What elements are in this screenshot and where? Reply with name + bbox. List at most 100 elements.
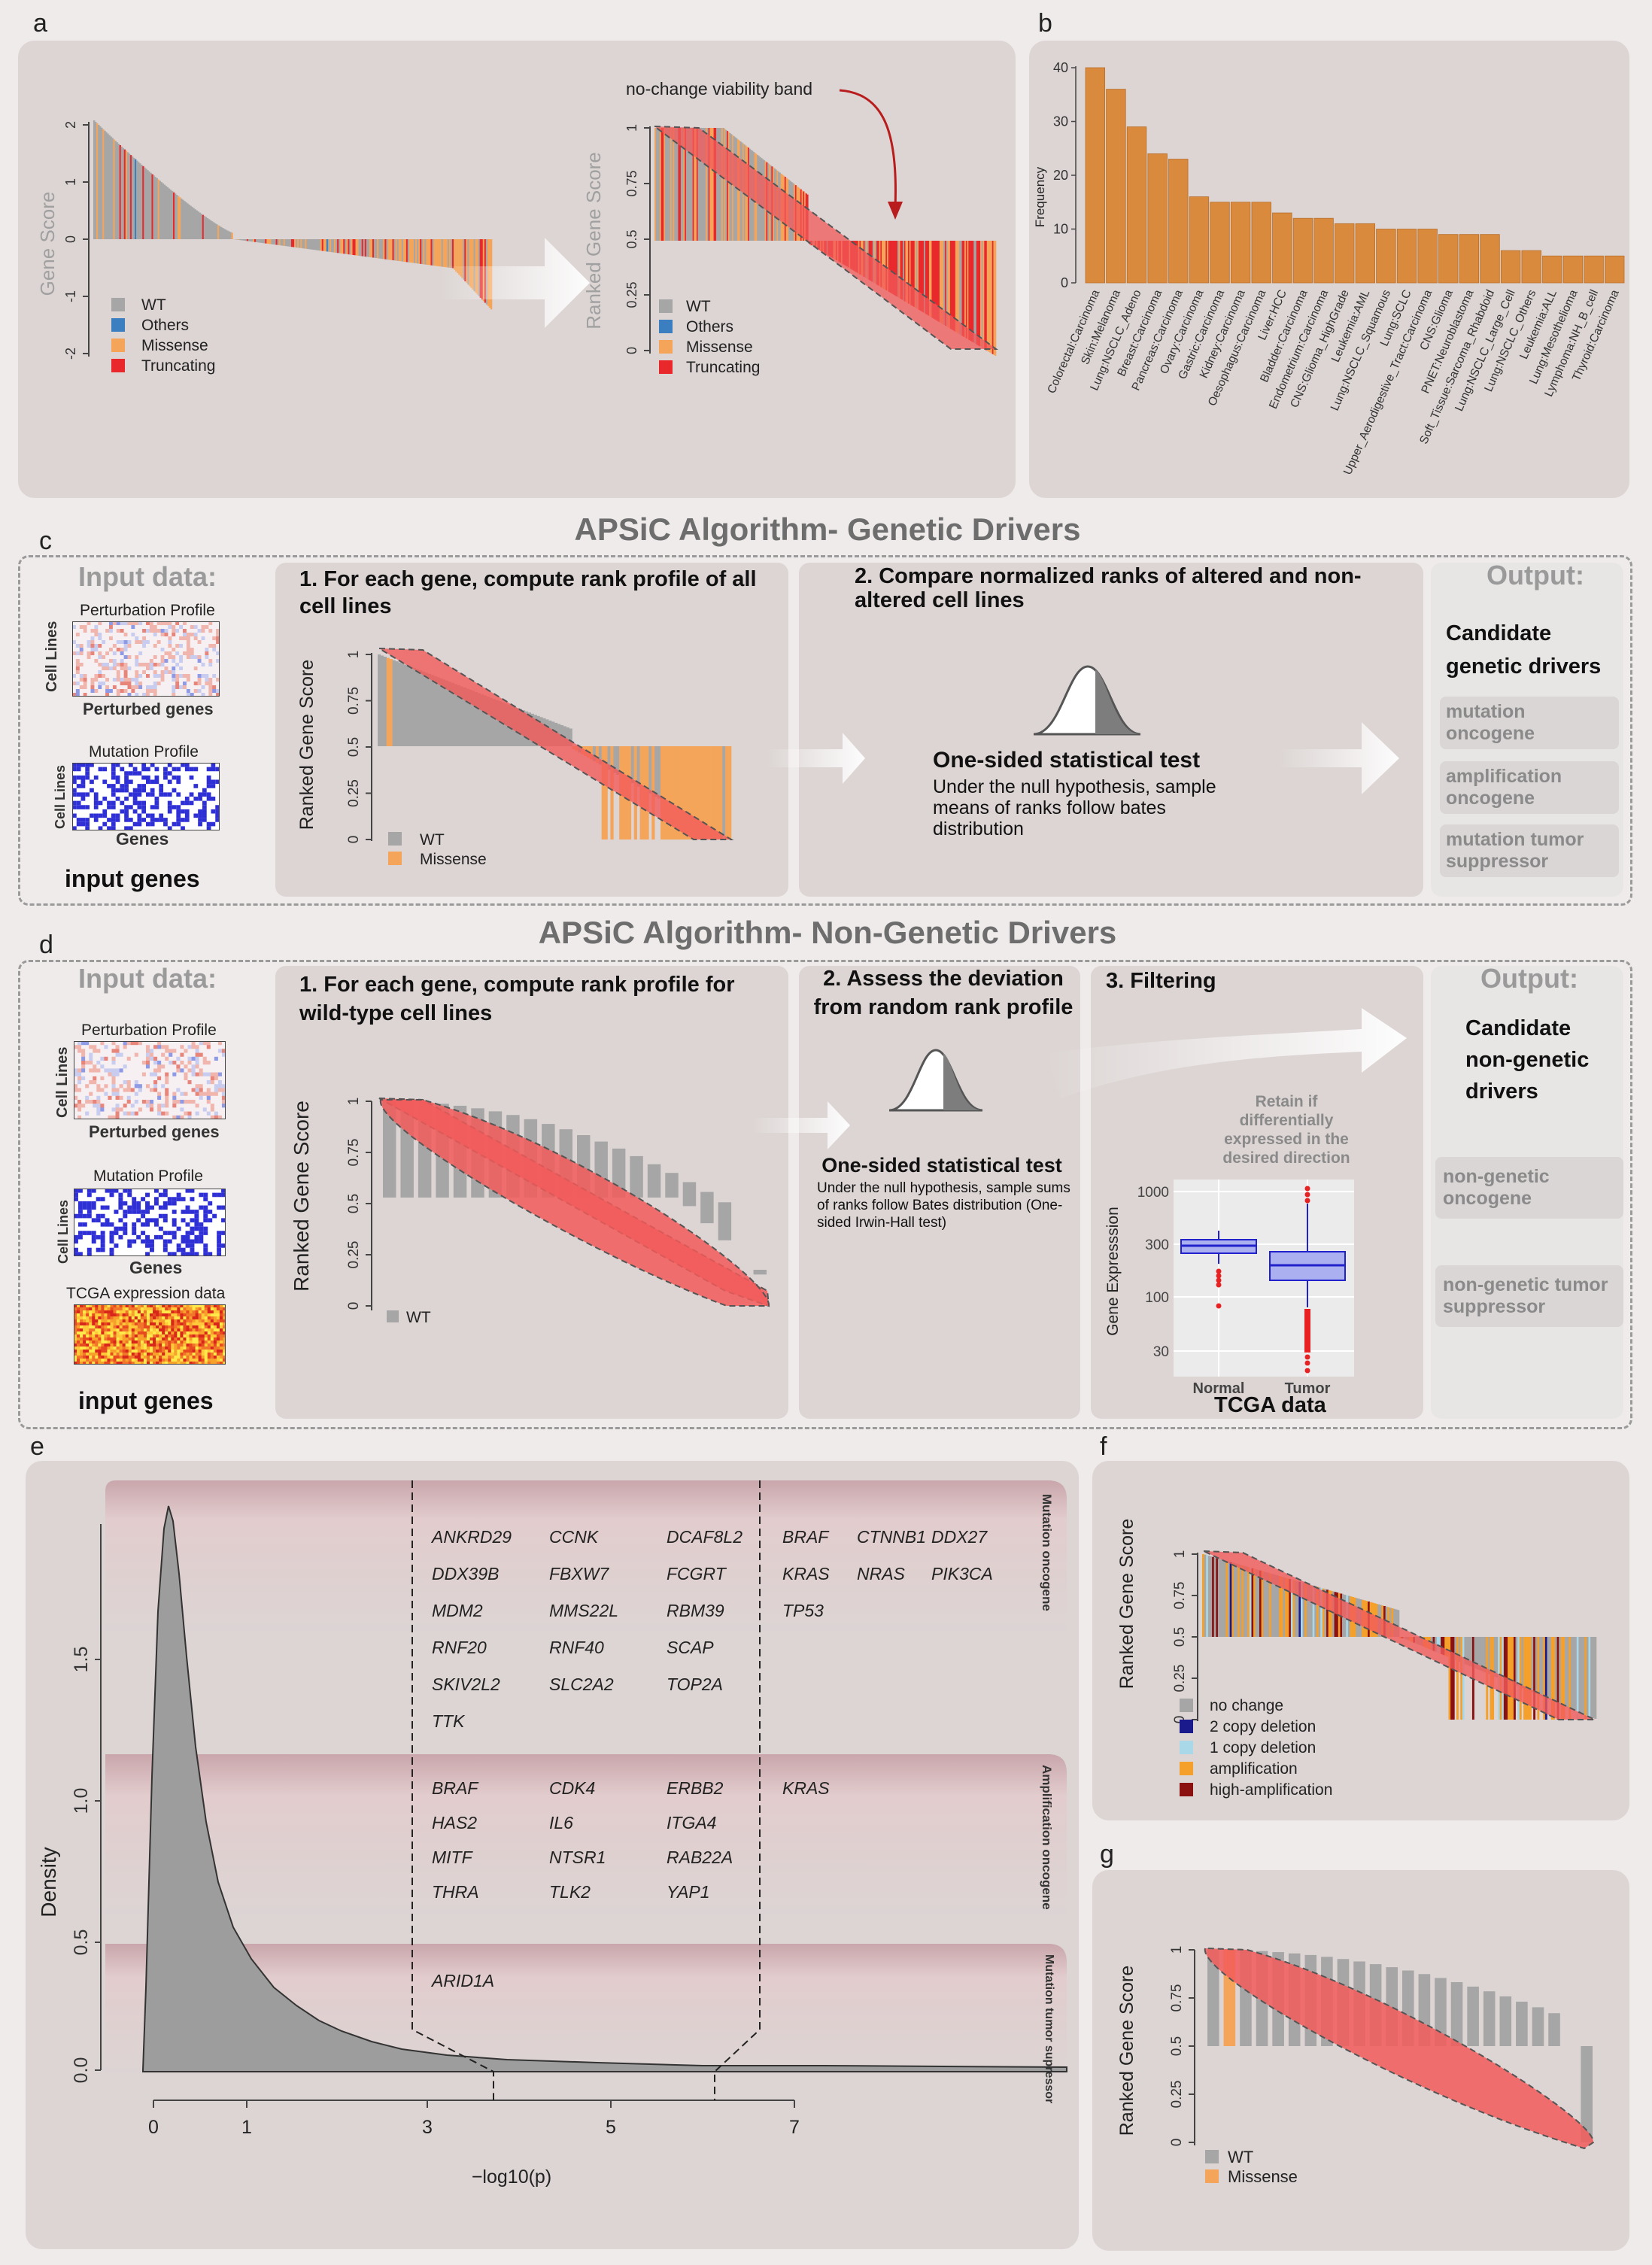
cnv-rank-bar (1511, 1637, 1514, 1720)
rank-bar (563, 726, 566, 746)
gene-bar (246, 239, 249, 241)
ranked-bar (992, 241, 994, 354)
cnv-rank-bar (1310, 1585, 1313, 1637)
ranked-bar (715, 128, 717, 241)
box-x-normal: Normal (1193, 1380, 1245, 1397)
panel-letter-d: d (39, 931, 53, 959)
cnv-rank-bar (1255, 1569, 1258, 1637)
cnv-rank-bar (1493, 1637, 1496, 1677)
rank-bar (687, 746, 691, 840)
panel-a-flow-arrow (439, 238, 590, 328)
panel-c-perturbation-label: Perturbation Profile (80, 602, 215, 619)
panel-f-legend-label: no change (1210, 1697, 1283, 1714)
cnv-rank-bar (1550, 1637, 1553, 1720)
gene-bar (287, 239, 290, 247)
cnv-rank-bar (1462, 1637, 1465, 1720)
panel-e-xtick: 7 (789, 2117, 800, 2138)
rank-bar (478, 693, 481, 746)
cnv-rank-bar (1292, 1580, 1295, 1637)
gene-bar (289, 239, 292, 247)
frequency-bar (1417, 229, 1438, 284)
ranked-bar (662, 128, 664, 241)
wt-rank-bar (753, 1270, 767, 1275)
gene-bar (196, 210, 198, 239)
gene-bar (128, 153, 131, 239)
gene-bar (271, 239, 273, 244)
cnv-rank-bar (1529, 1637, 1532, 1720)
ranked-bar (666, 128, 668, 241)
gene-bar (187, 203, 189, 239)
gene-bar (378, 239, 381, 259)
ranked-bar (935, 241, 937, 320)
panel-f-legend-label: high-amplification (1210, 1781, 1332, 1799)
cnv-rank-bar (1454, 1637, 1457, 1660)
panel-letter-a: a (33, 9, 47, 38)
rank-bar (386, 657, 390, 746)
gene-name: YAP1 (667, 1882, 710, 1902)
cnv-rank-bar (1324, 1589, 1327, 1637)
wt-rank-bar (647, 1164, 661, 1198)
ranked-bar (727, 132, 730, 241)
gene-bar (193, 208, 195, 239)
gene-bar (469, 239, 471, 287)
ranked-bar (942, 241, 944, 324)
gene-bar (329, 239, 332, 252)
gene-name: CDK4 (549, 1778, 596, 1798)
ranked-bar (928, 241, 930, 316)
gene-bar (361, 239, 364, 257)
gene-bar (363, 239, 366, 257)
gene-name: RNF40 (549, 1638, 604, 1657)
gene-bar (429, 239, 431, 266)
gene-bar (412, 239, 415, 263)
y-tick-label: 1 (1172, 1550, 1188, 1559)
ranked-bar (658, 128, 660, 241)
gene-bar (308, 239, 310, 250)
rank-bar (472, 691, 475, 746)
cnv-rank-bar (1222, 1559, 1225, 1637)
gene-bar (96, 123, 99, 239)
cnv-rank-bar (1537, 1637, 1540, 1720)
ranked-bar (891, 241, 893, 294)
ranked-bar (951, 241, 953, 330)
panel-d-perturbation-label: Perturbation Profile (81, 1022, 217, 1039)
gene-bar (166, 187, 169, 239)
gene-bar (156, 178, 158, 239)
gene-bar (223, 229, 226, 239)
ranked-bar (993, 241, 995, 355)
gene-bar (354, 239, 356, 256)
cnv-rank-bar (1225, 1561, 1228, 1637)
gene-bar (259, 239, 261, 243)
gene-name: ITGA4 (667, 1813, 717, 1832)
gene-bar (238, 239, 241, 241)
gene-bar (231, 232, 233, 239)
cnv-rank-bar (1216, 1558, 1219, 1637)
gene-bar (168, 188, 171, 239)
cnv-rank-bar (1210, 1556, 1213, 1637)
panel-letter-b: b (1038, 9, 1052, 38)
panel-e-density-chart: 0.0 0.5 1.0 1.5 Density 0 1 3 5 7 −log10(p) Mut… (37, 1480, 1067, 2188)
cnv-rank-bar (1464, 1637, 1467, 1665)
gene-name: TOP2A (667, 1674, 723, 1694)
rank-bar (601, 746, 605, 840)
panel-d-bates-curve-icon (888, 1049, 983, 1112)
cnv-rank-bar (1527, 1637, 1530, 1720)
gene-bar (303, 239, 305, 249)
gene-bar (299, 239, 301, 248)
gene-bar (213, 222, 215, 239)
panel-a-annotation: no-change viability band (626, 79, 812, 99)
panel-c-input-genes: input genes (65, 865, 200, 892)
frequency-bar (1313, 217, 1334, 284)
gene-bar (138, 162, 140, 239)
panel-b-bar-chart: Frequency 0 10 20 30 40 Colorectal:Carcinoma… (1033, 60, 1625, 477)
ranked-bar (905, 241, 907, 302)
ranked-bar (916, 241, 918, 309)
ranked-bar (674, 128, 676, 241)
ranked-bar (991, 241, 993, 354)
panel-c-test-desc: Under the null hypothesis, sample means … (933, 776, 1216, 840)
rank-bar (404, 664, 408, 746)
cnv-rank-bar (1581, 1637, 1583, 1714)
cnv-rank-bar (1533, 1637, 1536, 1720)
gene-bar (208, 219, 211, 239)
panel-e-ytick: 0.5 (71, 1930, 92, 1956)
y-tick-label: 0.5 (624, 229, 639, 248)
